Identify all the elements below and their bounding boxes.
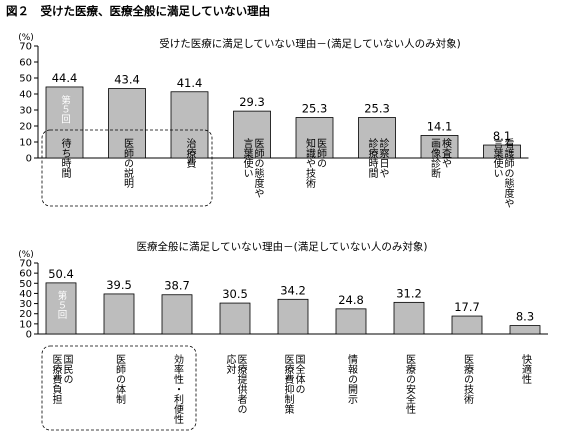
chart2-category-label: 医療費抑制策	[282, 354, 294, 415]
chart2-y-tick-label: 70	[19, 259, 32, 270]
chart1-highlight-box	[41, 129, 213, 207]
chart2-value-label: 30.5	[222, 287, 248, 301]
chart1-y-tick-label: 10	[19, 138, 32, 149]
chart2-value-label: 38.7	[164, 279, 190, 293]
chart1-annotation-label: 第５回	[59, 94, 71, 124]
chart2-category-label: 国全体の	[293, 354, 305, 394]
chart1-bar	[483, 144, 521, 159]
chart2-bar	[219, 302, 251, 335]
chart2-category-label: 国民の	[61, 354, 73, 384]
chart1-category-label: 診察日や	[377, 137, 389, 178]
chart2-annotation-label: 第５回	[56, 290, 68, 320]
chart2-category-label: 医療の技術	[462, 354, 474, 405]
chart1-category-label: 画像診断	[429, 138, 441, 179]
chart1-bar	[170, 91, 209, 159]
chart2-y-tick-label: 40	[19, 289, 32, 300]
figure-title: 図２ 受けた医療、医療全般に満足していない理由	[6, 4, 270, 18]
chart2-value-label: 39.5	[106, 278, 132, 292]
chart2-category-label: 快適性	[520, 354, 532, 385]
chart2-category-label: 医師の体制	[114, 354, 126, 404]
chart1-category-label: 医師の態度や	[252, 138, 264, 198]
chart1-value-label: 25.3	[364, 102, 390, 116]
chart1-y-tick-label: 60	[19, 58, 32, 69]
chart2-y-tick-label: 60	[19, 269, 32, 280]
chart1-y-tick-label: 50	[19, 74, 32, 85]
chart1-value-label: 29.3	[239, 95, 265, 109]
chart1-category-label: 診療時間	[366, 137, 378, 179]
chart1-category-label: 医師の	[315, 138, 327, 168]
chart1-category-label: 医師の説明	[122, 138, 134, 189]
chart1-value-label: 8.1	[493, 129, 511, 143]
chart2-value-label: 34.2	[280, 283, 306, 297]
chart2-bar	[393, 301, 425, 335]
chart2-bar	[509, 325, 541, 335]
chart1-category-label: 看護師の態度や	[502, 137, 514, 208]
chart1-category-label: 知識や技術	[304, 137, 316, 189]
chart2-bar	[45, 282, 77, 335]
chart2-category-label: 効率性・利便性	[172, 353, 184, 425]
chart1-y-tick-label: 20	[19, 122, 32, 133]
chart1-bar	[233, 110, 271, 159]
chart2-bar	[451, 315, 483, 335]
chart1-y-tick-label: 70	[19, 42, 32, 53]
chart2-y-tick-label: 20	[19, 309, 32, 320]
chart2-y-unit-label: (%)	[18, 250, 34, 260]
chart1-category-label: 検査や	[440, 137, 452, 168]
chart1-y-tick-label: 40	[19, 90, 32, 101]
chart2-category-label: 医療提供者の	[235, 354, 247, 414]
chart1-bar	[358, 117, 396, 159]
chart2-category-label: 医療の安全性	[404, 354, 416, 415]
chart1-value-label: 14.1	[427, 119, 453, 133]
chart1-y-tick-label: 0	[26, 154, 32, 165]
chart1-y-unit-label: (%)	[18, 33, 34, 43]
chart1-bar	[108, 88, 146, 159]
chart1-value-label: 44.4	[52, 71, 78, 85]
chart2-y-tick-label: 0	[26, 330, 32, 341]
chart2-y-tick-label: 30	[19, 299, 32, 310]
chart2-y-tick-label: 50	[19, 279, 32, 290]
chart2-y-tick-label: 10	[19, 319, 32, 330]
chart2-bar	[277, 298, 309, 335]
chart1-category-label: 待ち時間	[59, 137, 71, 179]
chart1-title: 受けた医療に満足していない理由－(満足していない人のみ対象)	[159, 37, 461, 50]
chart1-bar	[420, 135, 459, 159]
chart1-category-label: 言葉使い	[241, 137, 253, 178]
chart2-category-label: 情報の開示	[346, 353, 358, 404]
chart1-bar	[45, 86, 84, 159]
chart1-value-label: 41.4	[177, 76, 203, 90]
chart2-title: 医療全般に満足していない理由－(満足していない人のみ対象)	[136, 240, 427, 253]
chart2-bar	[103, 293, 135, 335]
chart2-category-label: 医療費負担	[50, 354, 62, 404]
chart1-category-label: 言葉使い	[491, 137, 503, 178]
chart2-bar	[161, 294, 193, 335]
chart2-value-label: 17.7	[454, 300, 480, 314]
chart2-value-label: 50.4	[48, 267, 74, 281]
chart2-value-label: 8.3	[516, 310, 534, 324]
chart2-value-label: 31.2	[396, 286, 422, 300]
chart1-category-label: 治療費	[184, 137, 196, 169]
chart2-bar	[335, 308, 367, 335]
chart1-value-label: 43.4	[114, 73, 140, 87]
chart2-value-label: 24.8	[338, 293, 364, 307]
chart2-category-label: 応対	[224, 353, 236, 374]
chart1-bar	[295, 117, 334, 159]
chart2-highlight-box	[41, 345, 197, 431]
chart1-value-label: 25.3	[302, 102, 328, 116]
chart1-y-tick-label: 30	[19, 106, 32, 117]
